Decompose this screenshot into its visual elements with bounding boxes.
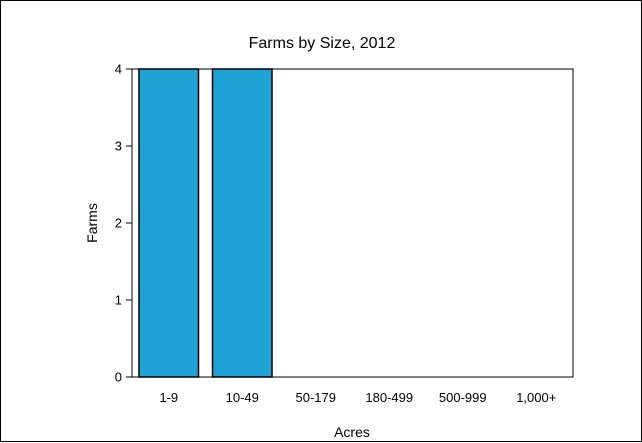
y-tick-label: 1 xyxy=(115,293,122,308)
y-axis: 0 1 2 3 4 xyxy=(115,62,132,385)
x-tick-label: 50-179 xyxy=(296,390,336,405)
bar-10-49 xyxy=(211,68,273,378)
y-tick-label: 0 xyxy=(115,370,122,385)
y-tick-label: 2 xyxy=(115,216,122,231)
x-tick-label: 500-999 xyxy=(439,390,487,405)
x-tick-label: 180-499 xyxy=(365,390,413,405)
bars-group xyxy=(138,68,273,378)
y-tick-label: 4 xyxy=(115,62,122,77)
x-tick-label: 1,000+ xyxy=(516,390,556,405)
x-axis-label: Acres xyxy=(334,424,370,440)
y-tick-label: 3 xyxy=(115,139,122,154)
x-tick-label: 10-49 xyxy=(226,390,259,405)
bar-1-9 xyxy=(138,68,200,378)
y-axis-label: Farms xyxy=(84,203,100,243)
x-axis: 1-9 10-49 50-179 180-499 500-999 1,000+ xyxy=(159,390,556,405)
x-tick-label: 1-9 xyxy=(159,390,178,405)
chart-title: Farms by Size, 2012 xyxy=(249,35,396,52)
